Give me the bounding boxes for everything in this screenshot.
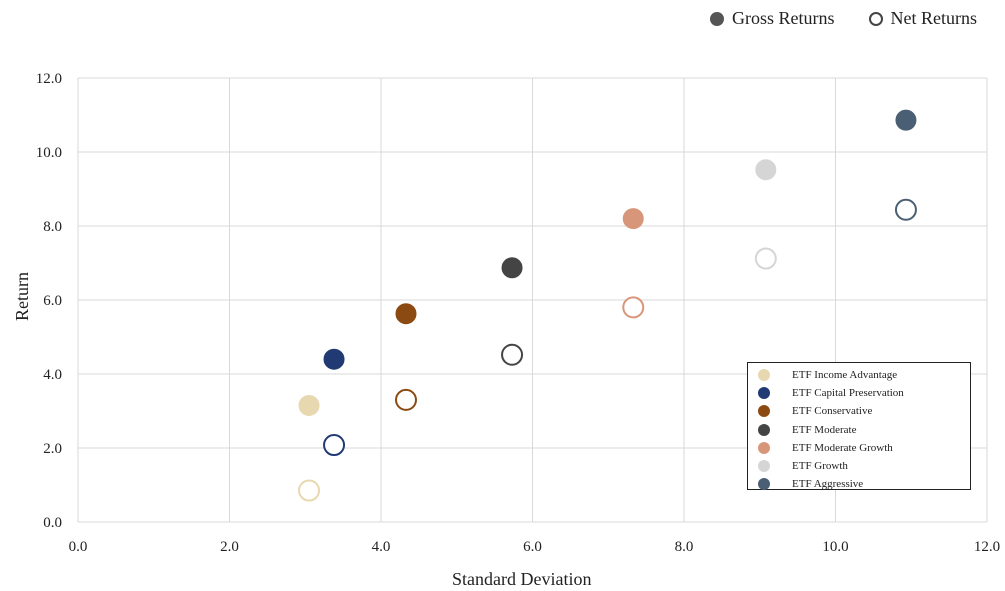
gross-return-point — [395, 303, 417, 325]
x-tick-label: 0.0 — [69, 539, 88, 555]
net-return-point — [394, 388, 417, 411]
x-axis-title: Standard Deviation — [452, 569, 592, 589]
series-legend-item: ETF Moderate — [758, 421, 964, 439]
series-swatch-icon — [758, 478, 770, 491]
y-axis-title: Return — [12, 272, 32, 321]
series-legend-label: ETF Capital Preservation — [792, 387, 904, 400]
hollow-circle-icon — [868, 11, 883, 26]
series-swatch-icon — [758, 369, 770, 382]
gross-return-point — [501, 257, 523, 279]
gross-returns-legend-item: Gross Returns — [710, 8, 835, 29]
net-return-point — [501, 343, 524, 366]
series-swatch-icon — [758, 423, 770, 436]
y-tick-label: 12.0 — [36, 71, 62, 87]
series-legend-label: ETF Moderate Growth — [792, 441, 893, 454]
gross-return-point — [323, 348, 345, 370]
y-tick-label: 2.0 — [43, 441, 62, 457]
returns-type-legend: Gross Returns Net Returns — [710, 8, 977, 29]
x-tick-label: 8.0 — [675, 539, 694, 555]
y-tick-label: 6.0 — [43, 293, 62, 309]
gross-return-point — [622, 208, 644, 230]
series-legend-item: ETF Growth — [758, 457, 964, 475]
series-legend-item: ETF Income Advantage — [758, 366, 964, 384]
series-legend-item: ETF Moderate Growth — [758, 439, 964, 457]
x-tick-label: 4.0 — [372, 539, 391, 555]
x-tick-label: 10.0 — [822, 539, 848, 555]
net-returns-legend-item: Net Returns — [868, 8, 977, 29]
gross-return-point — [298, 394, 320, 416]
series-legend-item: ETF Capital Preservation — [758, 384, 964, 402]
net-returns-label: Net Returns — [890, 8, 977, 28]
net-return-point — [323, 434, 346, 457]
y-tick-label: 0.0 — [43, 515, 62, 531]
series-swatch-icon — [758, 460, 770, 473]
series-legend-item: ETF Conservative — [758, 402, 964, 420]
series-legend-label: ETF Income Advantage — [792, 369, 898, 382]
net-return-point — [622, 296, 645, 319]
series-legend: ETF Income Advantage ETF Capital Preserva… — [747, 362, 971, 493]
net-return-point — [298, 479, 321, 502]
series-swatch-icon — [758, 387, 770, 400]
series-legend-label: ETF Conservative — [792, 405, 873, 418]
y-tick-label: 4.0 — [43, 367, 62, 383]
net-return-point — [754, 247, 777, 270]
gross-return-point — [755, 159, 777, 181]
net-return-point — [894, 198, 917, 221]
y-tick-label: 8.0 — [43, 219, 62, 235]
series-legend-item: ETF Aggressive — [758, 475, 964, 493]
gross-returns-label: Gross Returns — [732, 8, 835, 28]
x-tick-label: 12.0 — [974, 539, 1000, 555]
x-tick-label: 6.0 — [523, 539, 542, 555]
series-legend-label: ETF Growth — [792, 460, 848, 473]
filled-circle-icon — [710, 11, 725, 26]
gross-return-point — [895, 109, 917, 131]
y-tick-label: 10.0 — [36, 145, 62, 161]
x-tick-label: 2.0 — [220, 539, 239, 555]
series-legend-label: ETF Moderate — [792, 423, 857, 436]
series-swatch-icon — [758, 441, 770, 454]
series-legend-label: ETF Aggressive — [792, 478, 864, 491]
series-swatch-icon — [758, 405, 770, 418]
